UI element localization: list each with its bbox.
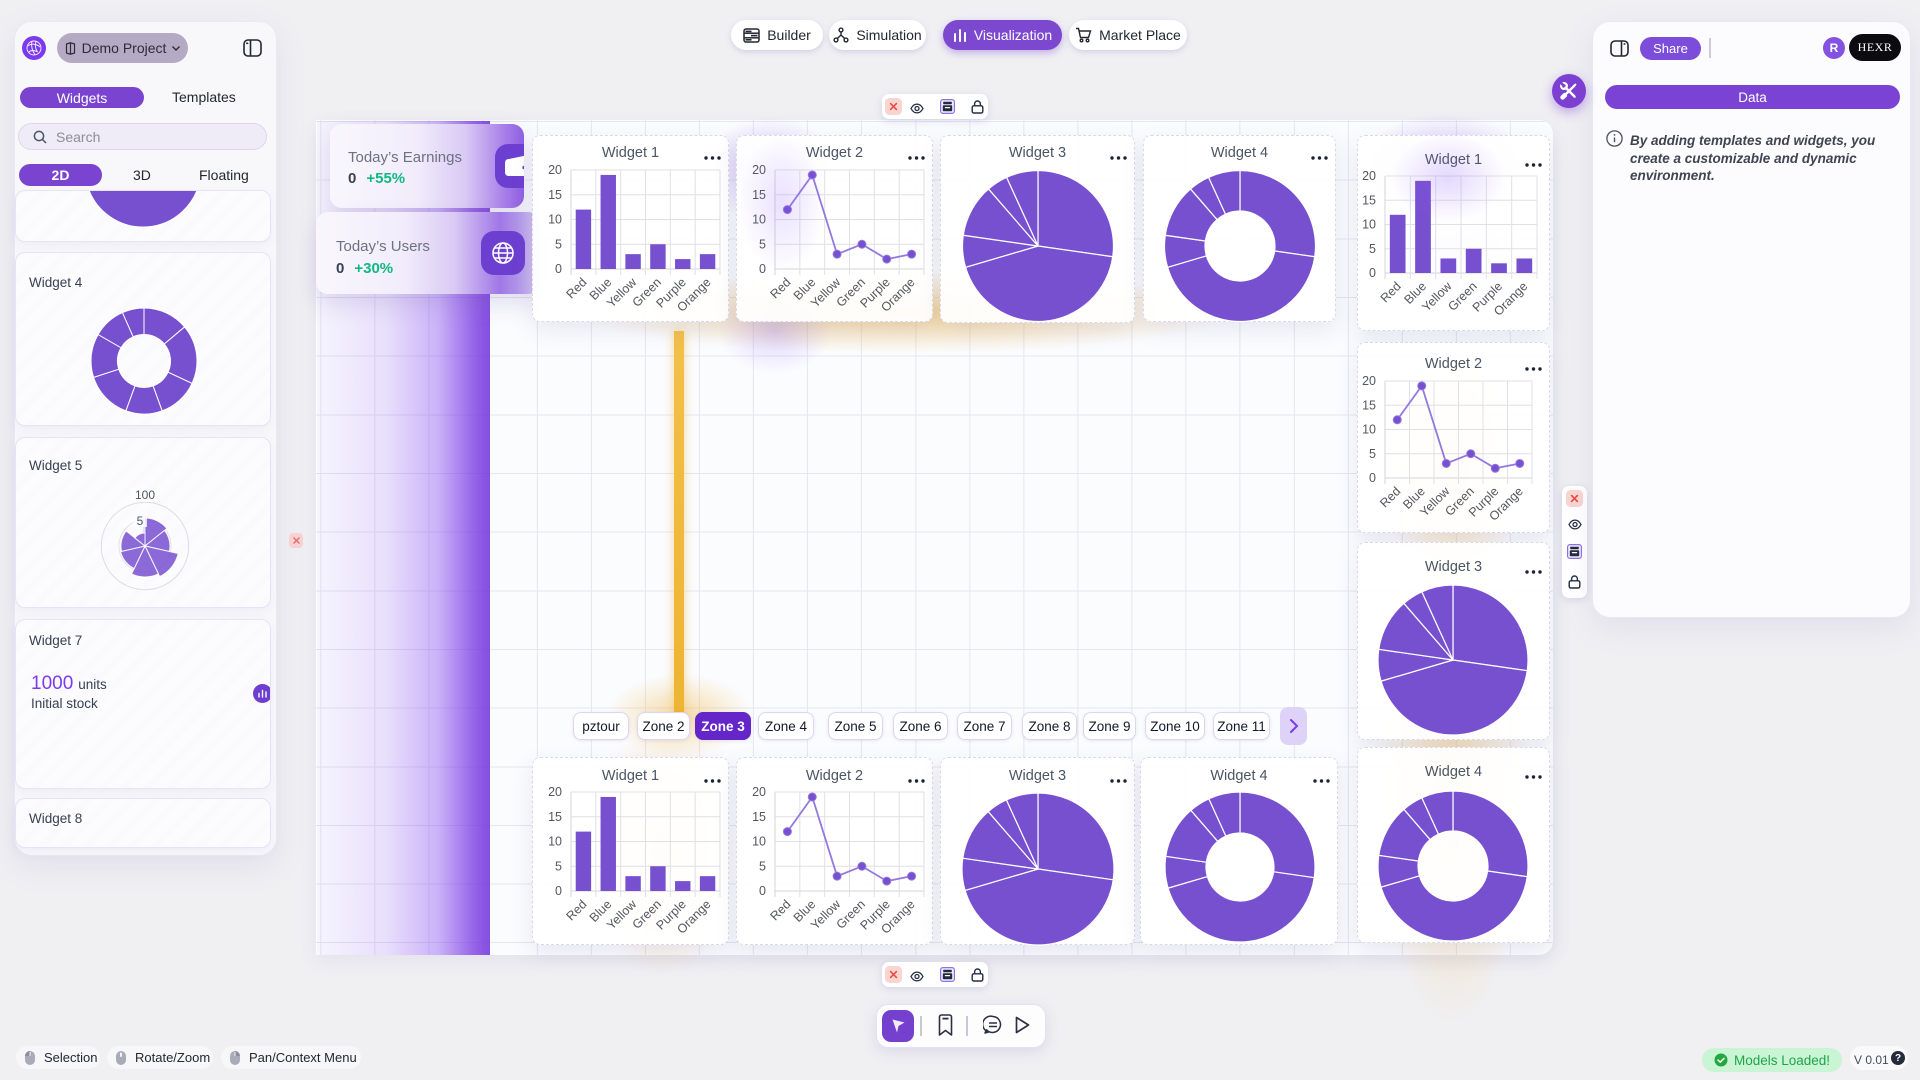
svg-text:15: 15 bbox=[1362, 398, 1376, 412]
svg-text:20: 20 bbox=[1362, 169, 1376, 183]
svg-text:20: 20 bbox=[548, 163, 562, 177]
svg-text:0: 0 bbox=[1369, 471, 1376, 485]
svg-text:5: 5 bbox=[1369, 242, 1376, 256]
svg-text:10: 10 bbox=[548, 213, 562, 227]
svg-text:10: 10 bbox=[1362, 218, 1376, 232]
svg-text:15: 15 bbox=[548, 188, 562, 202]
svg-text:100: 100 bbox=[135, 488, 155, 502]
svg-text:20: 20 bbox=[1362, 374, 1376, 388]
svg-text:0: 0 bbox=[1369, 266, 1376, 280]
svg-text:5: 5 bbox=[555, 859, 562, 873]
svg-text:10: 10 bbox=[752, 835, 766, 849]
svg-text:Red: Red bbox=[1378, 279, 1404, 305]
svg-text:15: 15 bbox=[1362, 193, 1376, 207]
svg-text:Red: Red bbox=[1377, 484, 1403, 510]
svg-text:Red: Red bbox=[563, 897, 589, 923]
svg-text:5: 5 bbox=[555, 237, 562, 251]
svg-text:15: 15 bbox=[548, 810, 562, 824]
svg-text:15: 15 bbox=[752, 188, 766, 202]
svg-text:5: 5 bbox=[137, 514, 144, 528]
svg-text:20: 20 bbox=[752, 163, 766, 177]
svg-text:10: 10 bbox=[1362, 423, 1376, 437]
svg-text:20: 20 bbox=[752, 785, 766, 799]
svg-text:15: 15 bbox=[752, 810, 766, 824]
svg-text:0: 0 bbox=[759, 262, 766, 276]
svg-text:10: 10 bbox=[752, 213, 766, 227]
svg-text:0: 0 bbox=[759, 884, 766, 898]
svg-text:5: 5 bbox=[759, 859, 766, 873]
svg-text:5: 5 bbox=[759, 237, 766, 251]
svg-text:10: 10 bbox=[548, 835, 562, 849]
svg-text:5: 5 bbox=[1369, 447, 1376, 461]
svg-text:20: 20 bbox=[548, 785, 562, 799]
svg-text:Red: Red bbox=[563, 275, 589, 301]
svg-text:0: 0 bbox=[555, 884, 562, 898]
svg-text:0: 0 bbox=[555, 262, 562, 276]
svg-text:Red: Red bbox=[767, 897, 793, 923]
